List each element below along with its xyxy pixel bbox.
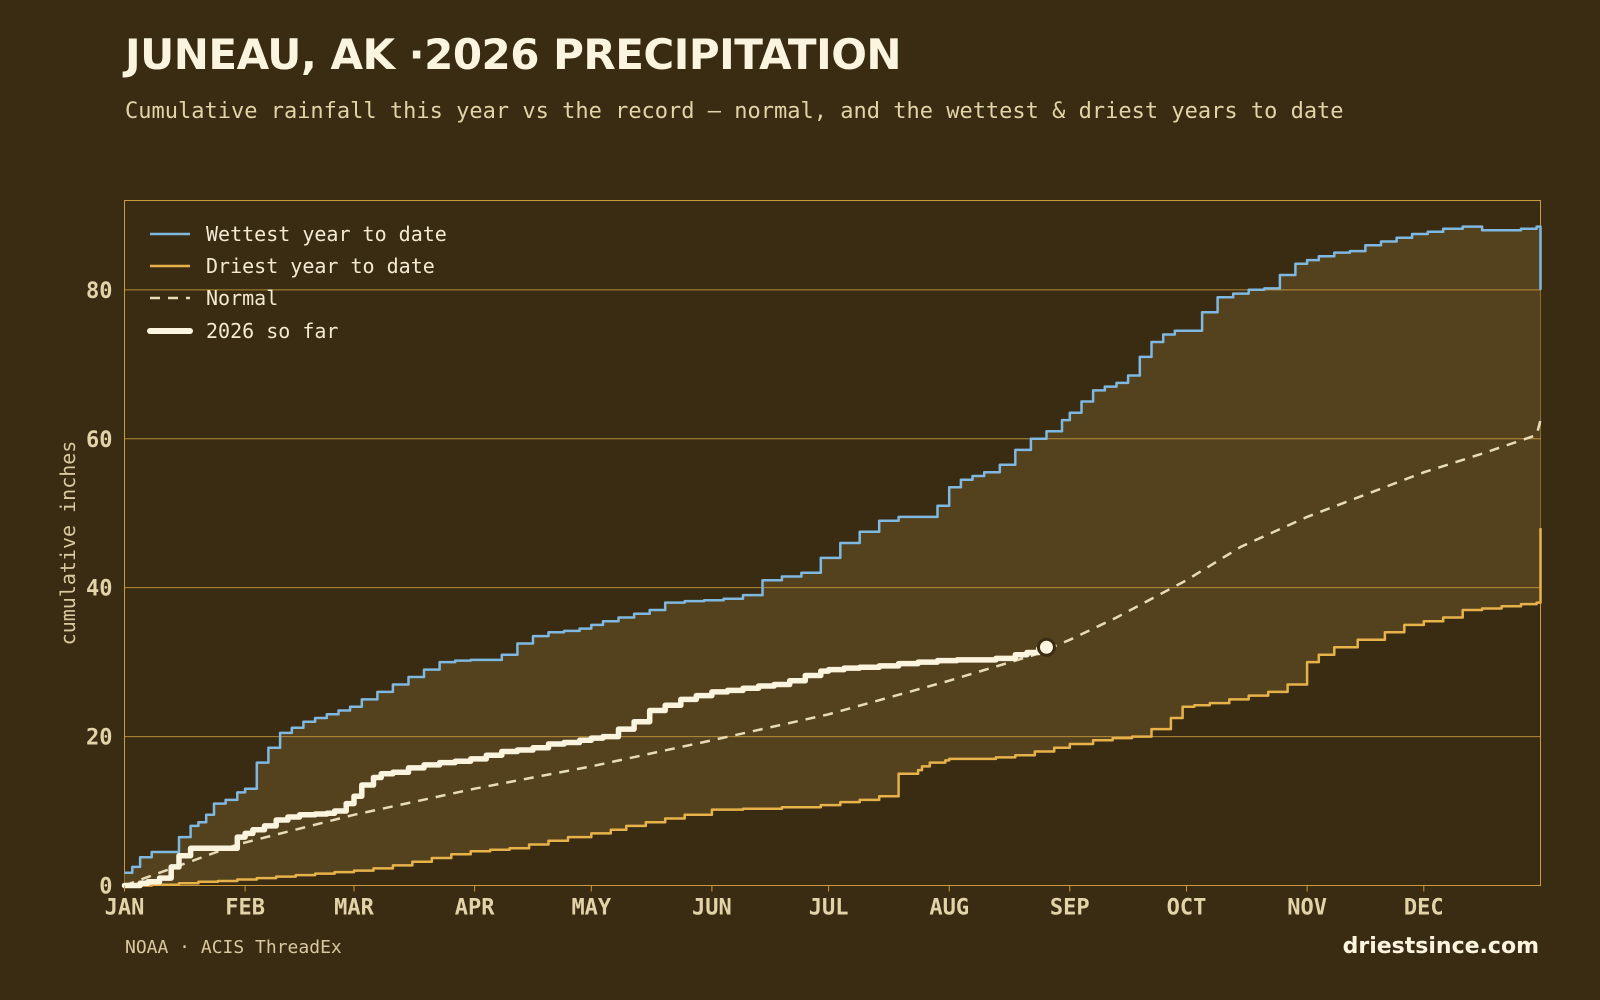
x-tick-label-nov: NOV [1287, 896, 1327, 921]
y-tick-label-60: 60 [86, 428, 113, 453]
legend-label-normal: Normal [206, 286, 278, 310]
page-subtitle: Cumulative rainfall this year vs the rec… [125, 99, 1344, 124]
series-lines [121, 225, 1542, 889]
current-endpoint-marker [1036, 637, 1056, 657]
y-tick-label-40: 40 [86, 577, 113, 602]
series-line-current [121, 644, 1050, 889]
legend-label-wettest: Wettest year to date [206, 222, 447, 246]
x-tick-label-jul: JUL [809, 896, 849, 921]
series-line-driest [124, 528, 1542, 887]
x-tick-label-jan: JAN [105, 896, 145, 921]
y-tick-label-20: 20 [86, 726, 113, 751]
series-line-wettest [124, 225, 1542, 875]
x-tick-label-apr: APR [455, 896, 495, 921]
series-line-normal [124, 419, 1542, 887]
data-source: NOAA · ACIS ThreadEx [125, 937, 342, 958]
page-title: JUNEAU, AK ·2026 PRECIPITATION [125, 30, 902, 79]
y-tick-label-80: 80 [86, 279, 113, 304]
x-tick-label-feb: FEB [225, 896, 265, 921]
brand-link[interactable]: driestsince.com [1342, 934, 1539, 959]
range-band [124, 226, 1541, 886]
y-tick-label-0: 0 [99, 875, 112, 900]
x-tick-label-dec: DEC [1404, 896, 1444, 921]
record-range-fill [124, 226, 1541, 886]
legend-label-current: 2026 so far [206, 319, 338, 343]
x-tick-label-jun: JUN [692, 896, 732, 921]
x-tick-label-mar: MAR [334, 896, 374, 921]
legend: Wettest year to date Driest year to date… [147, 222, 447, 343]
y-axis-label: cumulative inches [56, 441, 80, 646]
axes: 0 20 40 60 80 JAN FEB MAR APR MAY JUN JUL AUG SEP OCT N… [86, 279, 1444, 921]
x-tick-label-sep: SEP [1050, 896, 1090, 921]
x-tick-label-oct: OCT [1167, 896, 1207, 921]
x-tick-label-aug: AUG [929, 896, 969, 921]
gridlines [124, 289, 1541, 738]
x-tick-label-may: MAY [571, 896, 611, 921]
legend-label-driest: Driest year to date [206, 254, 435, 278]
